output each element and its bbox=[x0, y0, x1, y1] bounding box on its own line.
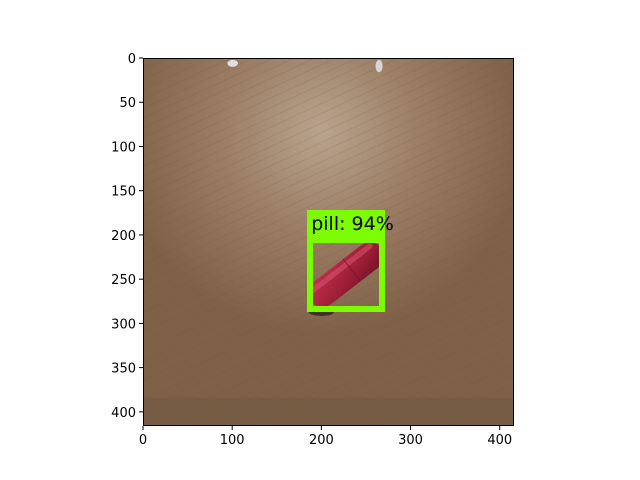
y-tick-label: 350 bbox=[111, 362, 136, 377]
y-tick-label: 100 bbox=[111, 140, 136, 155]
x-tick-label: 0 bbox=[139, 433, 147, 448]
y-tick-label: 150 bbox=[111, 185, 136, 200]
y-tick-label: 400 bbox=[111, 406, 136, 421]
image-axes: pill: 94% bbox=[143, 58, 514, 426]
x-tick-label: 300 bbox=[398, 433, 423, 448]
detection-label: pill: 94% bbox=[311, 212, 394, 235]
detection-box bbox=[307, 236, 385, 312]
x-tick-label: 100 bbox=[220, 433, 245, 448]
detection-label-background bbox=[307, 209, 385, 237]
y-tick-label: 50 bbox=[119, 96, 136, 111]
pill-object bbox=[308, 242, 385, 308]
y-tick-label: 250 bbox=[111, 273, 136, 288]
x-tick-label: 400 bbox=[487, 433, 512, 448]
photo bbox=[144, 59, 513, 425]
x-tick-label: 200 bbox=[309, 433, 334, 448]
y-tick-label: 300 bbox=[111, 317, 136, 332]
y-tick-label: 0 bbox=[128, 52, 136, 67]
y-tick-label: 200 bbox=[111, 229, 136, 244]
